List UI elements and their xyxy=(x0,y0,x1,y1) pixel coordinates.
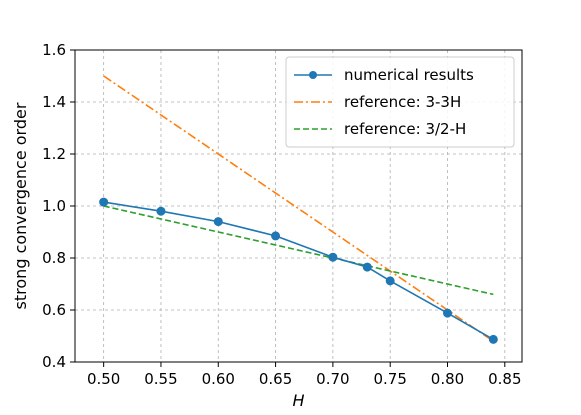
y-tick-label: 0.4 xyxy=(42,353,66,371)
data-point xyxy=(156,206,166,216)
data-point xyxy=(443,308,452,318)
x-tick-label: 0.65 xyxy=(259,370,292,388)
x-axis-label: H xyxy=(292,391,304,410)
x-tick-label: 0.60 xyxy=(202,370,235,388)
x-tick-label: 0.70 xyxy=(316,370,349,388)
data-point xyxy=(213,217,223,227)
legend-label-2: reference: 3/2-H xyxy=(344,120,466,138)
series-line-2 xyxy=(103,205,494,296)
data-point xyxy=(328,252,338,262)
data-point xyxy=(385,276,395,286)
data-point xyxy=(99,197,109,207)
legend-label-0: numerical results xyxy=(344,66,474,84)
y-tick-label: 0.8 xyxy=(42,249,66,267)
data-point xyxy=(488,334,498,344)
y-tick-label: 1.4 xyxy=(42,93,66,111)
series-layer xyxy=(99,75,498,344)
legend-box xyxy=(285,56,515,148)
ticks: 0.50 0.55 0.60 0.65 0.70 0.75 0.80 0.85 0.4 0.6 0.… xyxy=(42,41,521,388)
x-tick-label: 0.75 xyxy=(373,370,406,388)
legend-label-1: reference: 3-3H xyxy=(344,93,461,111)
data-point xyxy=(362,262,372,272)
x-tick-label: 0.50 xyxy=(87,370,120,388)
x-tick-label: 0.55 xyxy=(144,370,177,388)
y-tick-label: 0.6 xyxy=(42,301,66,319)
y-tick-label: 1.0 xyxy=(42,197,66,215)
legend-marker xyxy=(309,71,317,79)
x-tick-label: 0.85 xyxy=(488,370,521,388)
y-tick-label: 1.6 xyxy=(42,41,66,59)
y-tick-label: 1.2 xyxy=(42,145,66,163)
data-point xyxy=(271,231,281,241)
x-tick-label: 0.80 xyxy=(431,370,464,388)
series-line-1 xyxy=(103,75,494,342)
legend-entries: numerical results reference: 3-3H referenc… xyxy=(294,66,474,138)
legend: numerical results reference: 3-3H referenc… xyxy=(285,56,515,148)
y-axis-label: strong convergence order xyxy=(11,102,30,309)
